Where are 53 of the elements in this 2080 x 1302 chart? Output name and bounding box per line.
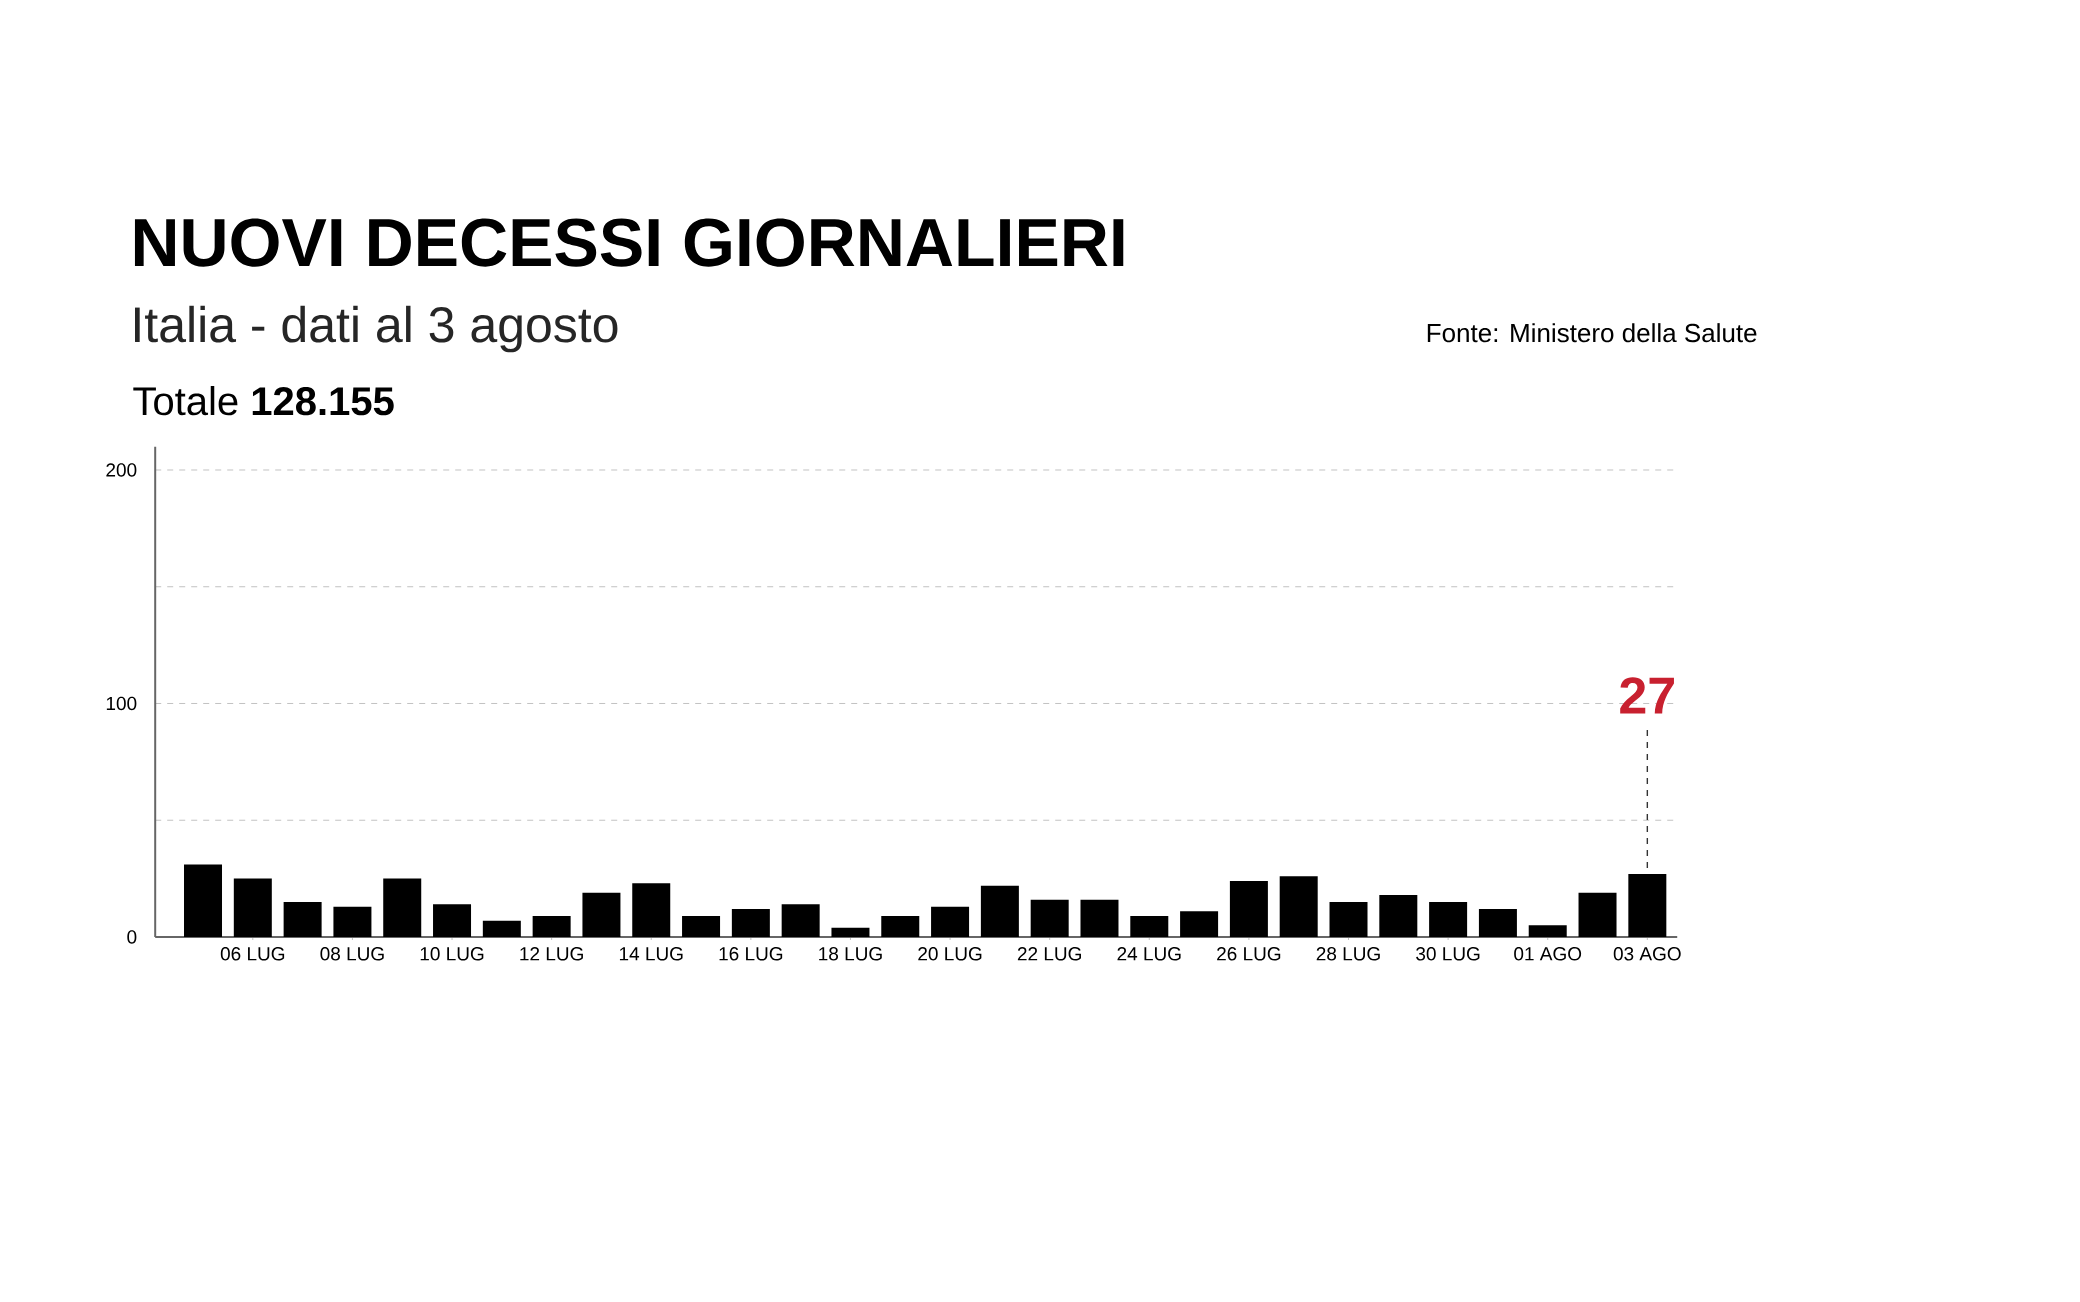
text: Totale 128.155 bbox=[133, 386, 394, 416]
bar bbox=[582, 892, 621, 937]
bar bbox=[632, 883, 671, 937]
bar bbox=[1329, 901, 1368, 937]
bar bbox=[233, 878, 272, 937]
bar bbox=[1279, 876, 1318, 937]
x-tick-label: 08 LUG bbox=[320, 947, 384, 961]
bar bbox=[1180, 911, 1219, 937]
bar bbox=[980, 885, 1019, 937]
bar bbox=[482, 920, 521, 937]
bar bbox=[1429, 901, 1468, 937]
bar bbox=[433, 904, 472, 937]
bar bbox=[1379, 894, 1418, 937]
bar bbox=[831, 927, 870, 937]
bar bbox=[532, 915, 571, 937]
x-tick-label: 12 LUG bbox=[520, 947, 583, 961]
y-tick-label: 100 bbox=[106, 696, 137, 711]
x-tick-label: 03 AGO bbox=[1613, 947, 1681, 961]
data-label: 27 bbox=[1620, 677, 1674, 714]
bar bbox=[731, 908, 770, 937]
x-tick-label: 10 LUG bbox=[420, 947, 484, 961]
bar bbox=[1030, 899, 1069, 937]
bar bbox=[333, 906, 372, 937]
x-tick-label: 14 LUG bbox=[619, 947, 683, 961]
x-tick-label: 16 LUG bbox=[719, 947, 783, 961]
bar bbox=[283, 901, 322, 937]
x-tick-label: 06 LUG bbox=[220, 947, 285, 961]
x-tick-label: 01 AGO bbox=[1514, 947, 1582, 961]
bar bbox=[881, 915, 920, 937]
bar bbox=[931, 906, 970, 937]
bar bbox=[1478, 908, 1517, 937]
bar bbox=[1528, 925, 1567, 937]
x-tick-label: 30 LUG bbox=[1416, 947, 1480, 961]
bar bbox=[1130, 915, 1169, 937]
x-tick-label: 22 LUG bbox=[1017, 947, 1081, 961]
bar bbox=[781, 904, 820, 937]
bar bbox=[383, 878, 422, 937]
x-tick-label: 26 LUG bbox=[1217, 947, 1281, 961]
chart-subtitle: Italia - dati al 3 agosto bbox=[135, 305, 618, 353]
x-tick-label: 28 LUG bbox=[1316, 947, 1380, 961]
bar bbox=[682, 915, 721, 937]
y-tick-label: 0 bbox=[127, 930, 137, 944]
source-note: Fonte: Ministero della Salute bbox=[1427, 323, 1757, 343]
chart-title: NUOVI DECESSI GIORNALIERI bbox=[134, 218, 1124, 267]
x-tick-label: 18 LUG bbox=[819, 947, 882, 961]
bar bbox=[1229, 880, 1268, 937]
x-tick-label: 24 LUG bbox=[1117, 947, 1181, 961]
bar bbox=[1080, 899, 1119, 937]
bar bbox=[1578, 892, 1617, 937]
bar bbox=[184, 864, 223, 937]
bar bbox=[1628, 873, 1667, 937]
x-tick-label: 20 LUG bbox=[918, 947, 982, 961]
y-tick-label: 200 bbox=[106, 463, 137, 477]
